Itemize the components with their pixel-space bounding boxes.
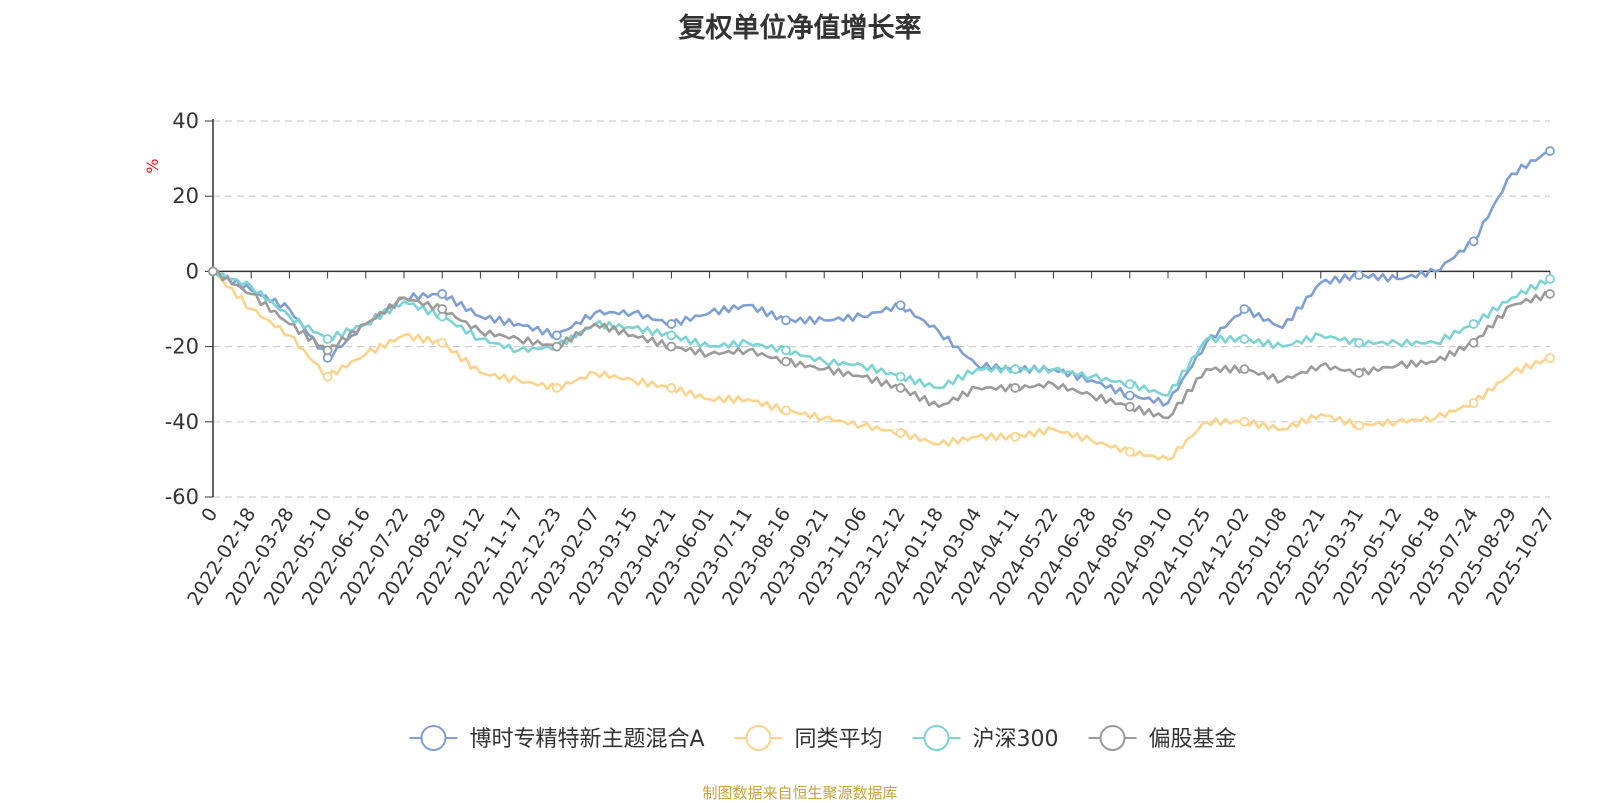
y-tick-label: 0 — [186, 259, 199, 283]
data-point — [437, 304, 448, 314]
data-point — [781, 405, 791, 416]
legend-marker — [923, 725, 950, 751]
data-point — [437, 289, 448, 299]
data-point — [895, 383, 906, 393]
data-point — [1010, 364, 1021, 375]
y-tick-label: -40 — [165, 410, 199, 434]
series-line — [212, 269, 1551, 420]
data-point — [1239, 304, 1250, 314]
y-tick-label: 40 — [172, 109, 199, 133]
data-point — [666, 319, 677, 329]
legend-marker — [420, 725, 447, 751]
data-point — [1354, 368, 1364, 378]
data-point — [666, 330, 677, 341]
data-point — [1468, 319, 1479, 329]
data-point — [1239, 364, 1250, 375]
data-point — [895, 428, 906, 438]
data-point — [551, 330, 562, 341]
data-point — [1239, 334, 1250, 344]
chart-title: 复权单位净值增长率 — [678, 13, 922, 44]
data-point — [895, 300, 906, 311]
y-tick-label: -60 — [165, 485, 199, 509]
data-point — [666, 341, 677, 352]
y-tick-label: 20 — [172, 184, 199, 208]
data-point — [1545, 289, 1555, 299]
data-point — [781, 356, 791, 367]
data-point — [551, 341, 562, 352]
legend-label: 同类平均 — [795, 727, 883, 752]
data-point — [1468, 337, 1479, 348]
data-point — [208, 266, 218, 277]
legend-label: 沪深300 — [973, 727, 1059, 752]
data-point — [781, 345, 791, 356]
data-point — [551, 383, 562, 393]
data-point — [895, 371, 906, 382]
data-point — [781, 315, 791, 326]
series-line — [212, 270, 1551, 397]
series-line — [212, 270, 1551, 461]
legend-marker — [1099, 725, 1126, 751]
data-point — [1124, 446, 1135, 457]
data-point — [1124, 390, 1135, 401]
data-point — [1468, 236, 1479, 247]
data-point — [1010, 383, 1021, 393]
y-tick-label: -20 — [165, 335, 199, 359]
data-point — [322, 345, 333, 356]
data-point — [1354, 420, 1364, 431]
data-point — [1124, 379, 1135, 390]
data-point — [1239, 416, 1250, 427]
legend-label: 偏股基金 — [1149, 727, 1237, 752]
y-axis-label: % — [143, 159, 162, 174]
legend-marker — [745, 725, 772, 751]
data-point — [1545, 274, 1555, 284]
legend-label: 博时专精特新主题混合A — [469, 727, 704, 752]
data-point — [1354, 270, 1364, 281]
data-point — [1468, 398, 1479, 408]
x-tick-label: 0 — [197, 504, 222, 526]
data-point — [1354, 337, 1364, 348]
data-point — [1124, 401, 1135, 412]
data-point — [1545, 146, 1555, 156]
data-point — [1545, 352, 1555, 363]
data-point — [437, 337, 448, 348]
source-note: 制图数据来自恒生聚源数据库 — [702, 784, 898, 802]
data-point — [666, 383, 677, 393]
data-point — [322, 371, 333, 382]
data-point — [1010, 431, 1021, 442]
data-point — [322, 334, 333, 344]
series-line — [212, 149, 1551, 407]
